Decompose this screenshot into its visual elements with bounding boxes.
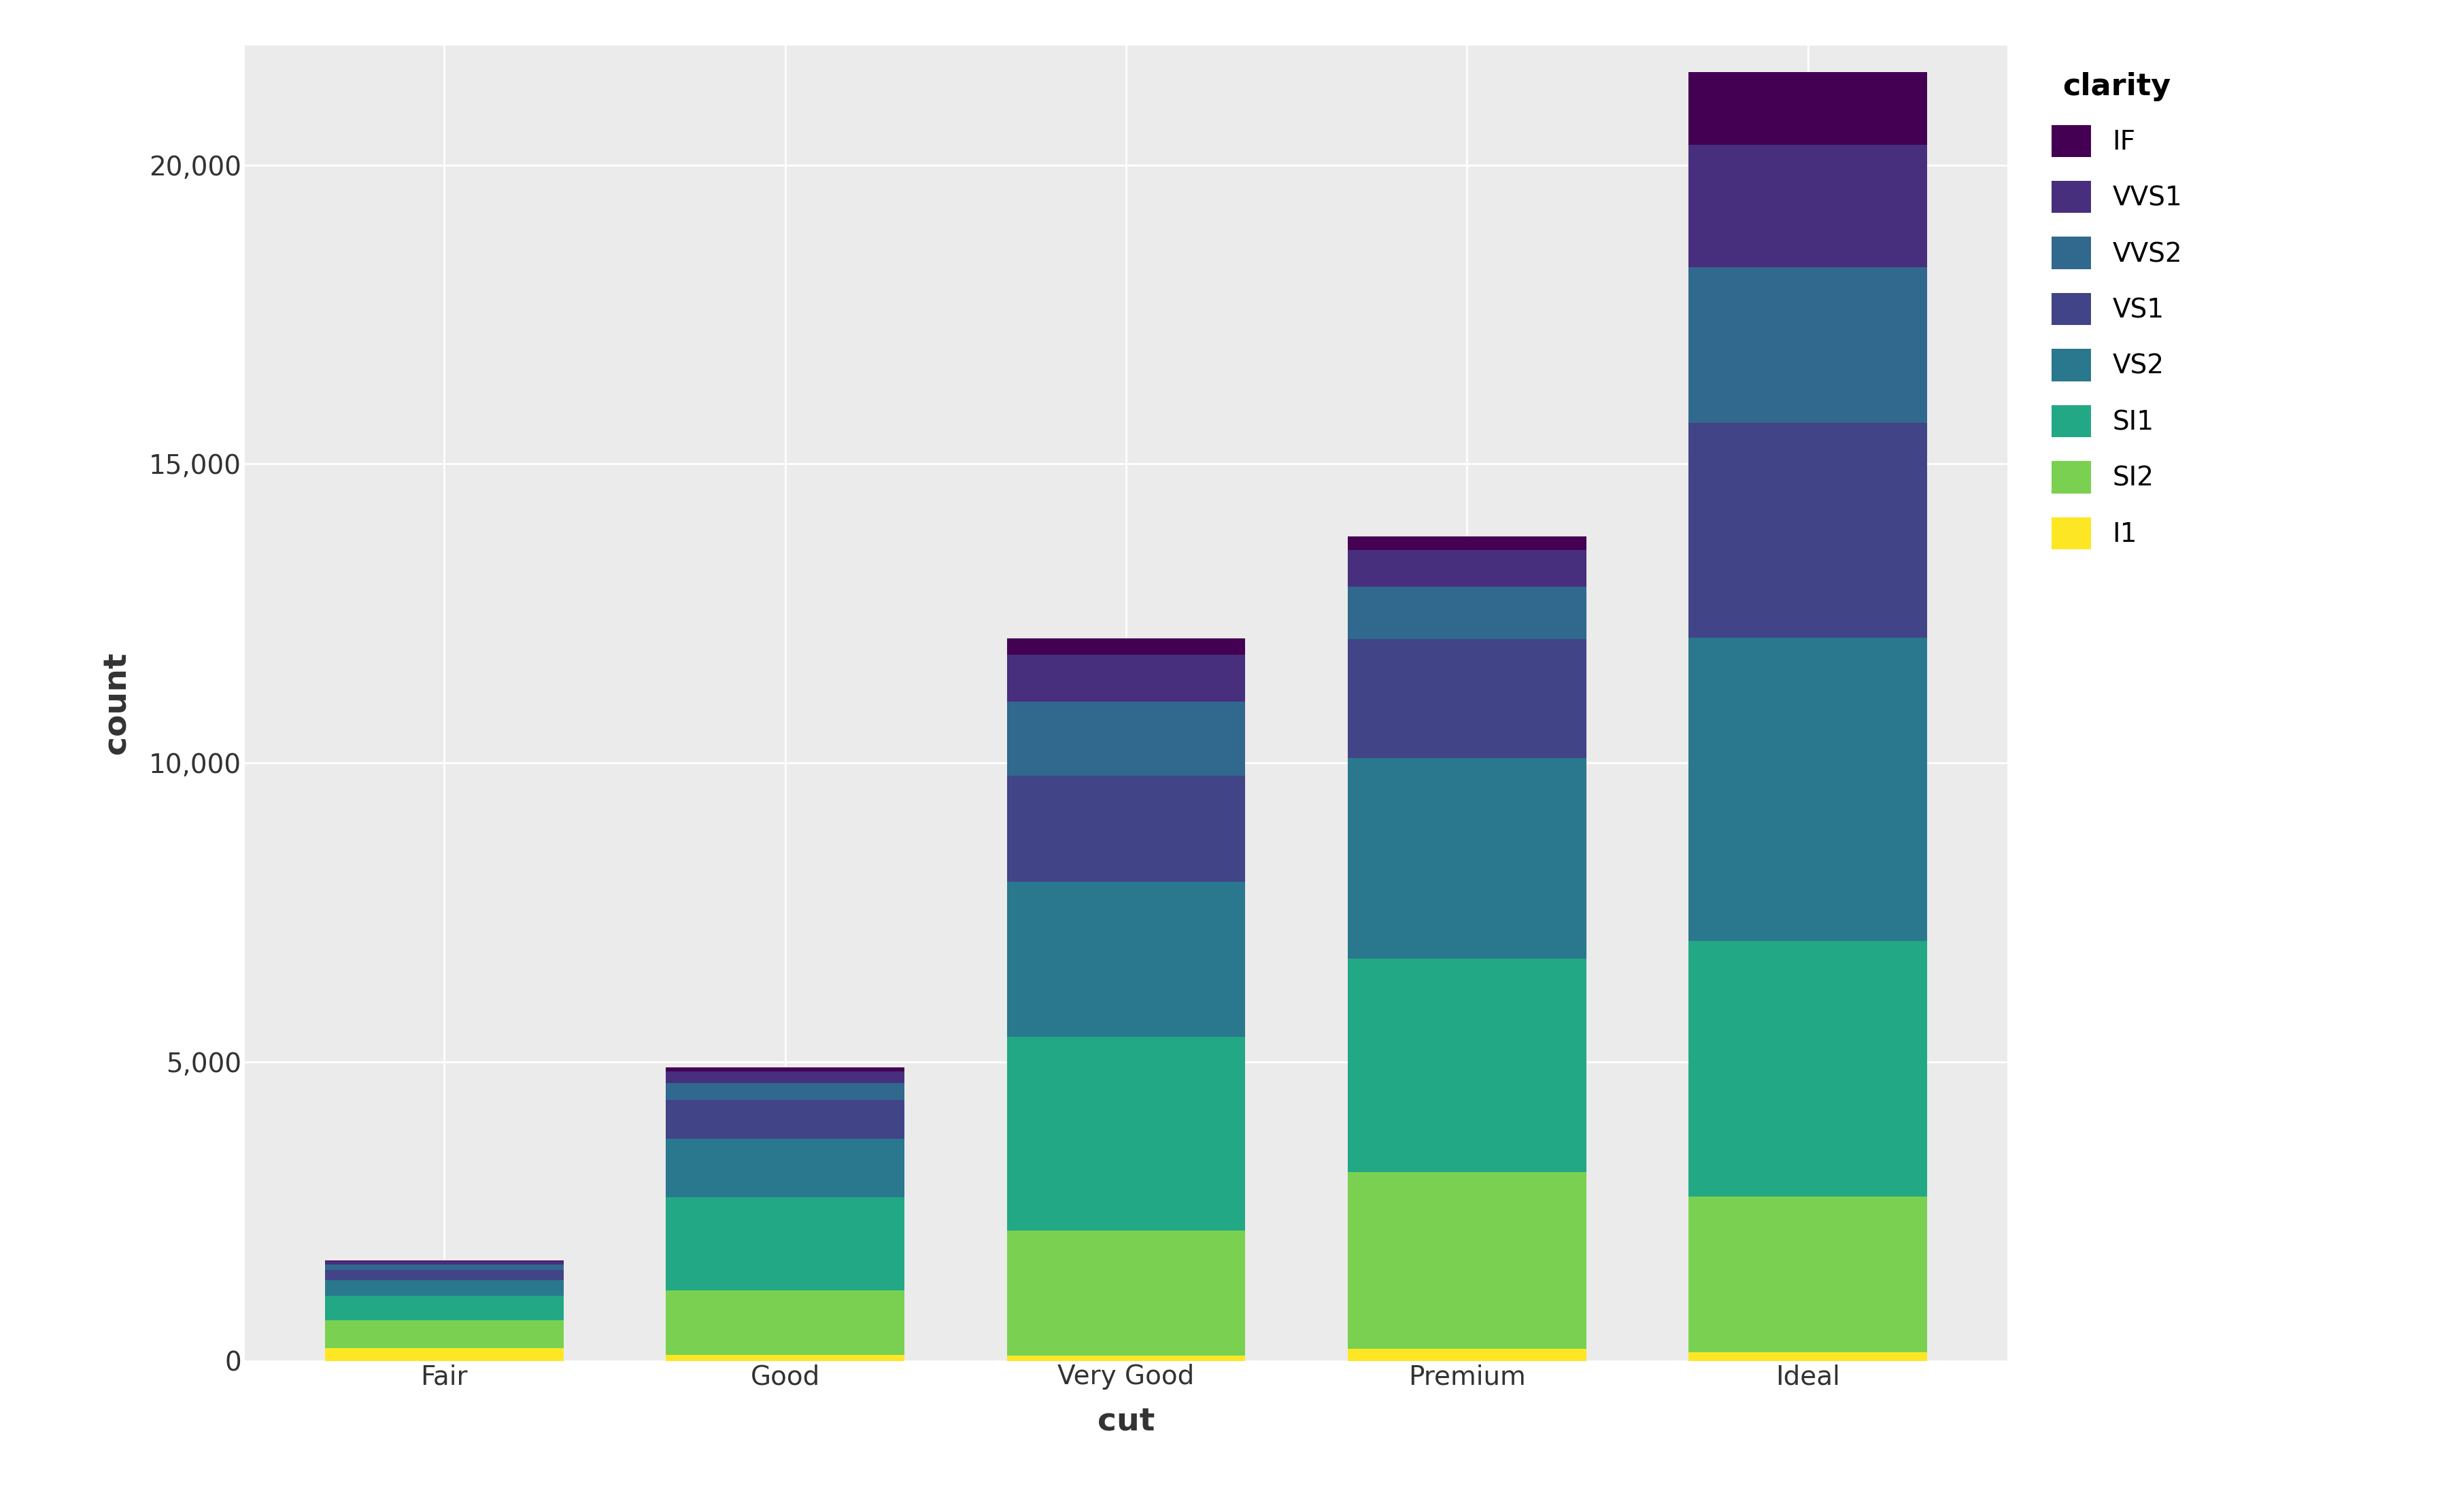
Bar xyxy=(1689,73,1927,145)
Bar xyxy=(1006,702,1246,776)
Bar xyxy=(326,1320,563,1349)
Bar xyxy=(1689,638,1927,940)
Legend: IF, VVS1, VVS2, VS1, VS2, SI1, SI2, I1: IF, VVS1, VVS2, VS1, VS2, SI1, SI2, I1 xyxy=(2039,59,2196,562)
Bar xyxy=(326,1261,563,1264)
Bar xyxy=(666,1083,903,1099)
Bar xyxy=(666,1355,903,1361)
Y-axis label: count: count xyxy=(100,652,132,754)
Bar xyxy=(1349,550,1586,587)
Bar xyxy=(326,1296,563,1320)
Bar xyxy=(1349,959,1586,1172)
Bar xyxy=(1349,537,1586,550)
Bar xyxy=(1006,655,1246,702)
Bar xyxy=(1006,1356,1246,1361)
Bar xyxy=(1689,1196,1927,1352)
Bar xyxy=(1689,1352,1927,1361)
Bar xyxy=(666,1198,903,1290)
Bar xyxy=(1689,145,1927,268)
Bar xyxy=(666,1139,903,1198)
Bar xyxy=(666,1290,903,1355)
Bar xyxy=(1006,881,1246,1037)
Bar xyxy=(326,1281,563,1296)
Bar xyxy=(1006,1231,1246,1356)
Bar xyxy=(1349,758,1586,959)
Bar xyxy=(1349,1172,1586,1349)
Bar xyxy=(326,1270,563,1281)
Bar xyxy=(326,1349,563,1361)
Bar xyxy=(666,1067,903,1072)
Bar xyxy=(1689,268,1927,423)
Bar xyxy=(1349,638,1586,758)
Bar xyxy=(1006,776,1246,881)
Bar xyxy=(666,1099,903,1139)
Bar xyxy=(666,1072,903,1083)
Bar xyxy=(1689,423,1927,638)
Bar xyxy=(1689,940,1927,1196)
Bar xyxy=(1349,587,1586,638)
X-axis label: cut: cut xyxy=(1097,1408,1155,1438)
Bar xyxy=(1349,1349,1586,1361)
Bar xyxy=(1006,1037,1246,1231)
Bar xyxy=(1006,638,1246,655)
Bar xyxy=(326,1264,563,1270)
